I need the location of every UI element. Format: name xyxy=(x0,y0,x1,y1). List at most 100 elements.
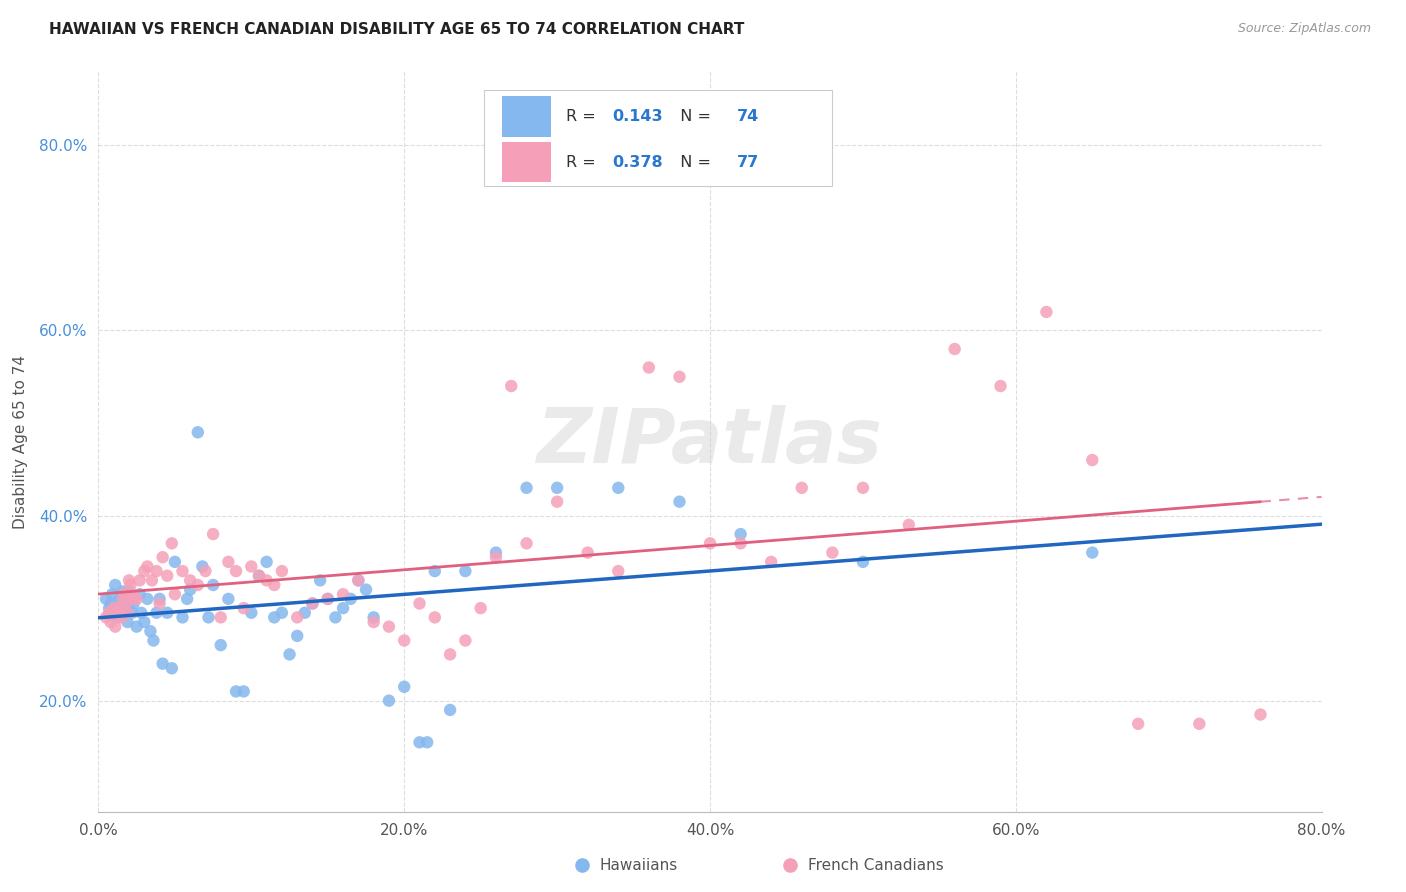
Point xyxy=(454,564,477,578)
Point xyxy=(730,527,752,541)
Point xyxy=(134,615,156,629)
Point xyxy=(217,591,239,606)
Point xyxy=(301,597,323,611)
Point xyxy=(117,606,139,620)
Text: 0.378: 0.378 xyxy=(612,154,662,169)
Text: R =: R = xyxy=(565,154,600,169)
Point xyxy=(94,591,117,606)
Point xyxy=(637,360,661,375)
Point xyxy=(232,684,254,698)
Point xyxy=(111,591,134,606)
Point xyxy=(152,657,174,671)
Point xyxy=(128,574,150,588)
Point xyxy=(136,591,159,606)
Point xyxy=(294,606,316,620)
Point xyxy=(104,619,127,633)
Point xyxy=(142,633,165,648)
Point xyxy=(270,564,292,578)
Point xyxy=(125,591,148,606)
Point xyxy=(122,591,145,606)
Point xyxy=(1081,546,1104,560)
Point xyxy=(139,624,162,639)
Point xyxy=(759,555,782,569)
Point xyxy=(730,536,752,550)
Point xyxy=(160,661,183,675)
Point xyxy=(439,648,461,662)
Point xyxy=(149,591,172,606)
Point xyxy=(156,606,179,620)
Point xyxy=(943,342,966,356)
Point xyxy=(392,680,416,694)
Point xyxy=(225,564,247,578)
Point xyxy=(256,555,278,569)
Point xyxy=(263,578,285,592)
Point xyxy=(363,615,385,629)
Text: HAWAIIAN VS FRENCH CANADIAN DISABILITY AGE 65 TO 74 CORRELATION CHART: HAWAIIAN VS FRENCH CANADIAN DISABILITY A… xyxy=(49,22,745,37)
Point xyxy=(501,379,523,393)
Point xyxy=(270,606,292,620)
Point xyxy=(187,425,209,440)
Point xyxy=(470,601,492,615)
Point xyxy=(378,694,401,708)
Point xyxy=(316,591,339,606)
Point xyxy=(247,568,270,582)
Point xyxy=(576,546,599,560)
Point xyxy=(145,564,167,578)
Point xyxy=(454,633,477,648)
Text: 74: 74 xyxy=(737,110,759,124)
Point xyxy=(1188,716,1211,731)
Point xyxy=(163,555,186,569)
Point xyxy=(117,615,139,629)
Point xyxy=(354,582,377,597)
Point xyxy=(546,494,568,508)
Point xyxy=(156,568,179,582)
Point xyxy=(408,735,430,749)
Point xyxy=(121,606,143,620)
Point xyxy=(134,564,156,578)
Point xyxy=(285,629,308,643)
Point xyxy=(516,536,538,550)
Point xyxy=(217,555,239,569)
Point xyxy=(339,591,361,606)
Point xyxy=(105,606,128,620)
Point xyxy=(1035,305,1057,319)
Point xyxy=(209,638,232,652)
Point xyxy=(105,610,128,624)
Point xyxy=(98,606,121,620)
Point xyxy=(121,587,143,601)
Point xyxy=(852,481,875,495)
Point xyxy=(115,599,138,614)
Point xyxy=(668,494,690,508)
Point xyxy=(285,610,308,624)
Point xyxy=(194,564,217,578)
Point xyxy=(179,574,201,588)
Point xyxy=(125,619,148,633)
Point xyxy=(129,606,152,620)
Point xyxy=(100,615,122,629)
Point xyxy=(163,587,186,601)
Point xyxy=(128,587,150,601)
Point xyxy=(423,610,446,624)
Point xyxy=(240,606,263,620)
Point xyxy=(1128,716,1150,731)
Point xyxy=(191,559,214,574)
Point xyxy=(172,564,194,578)
Text: Hawaiians: Hawaiians xyxy=(600,857,678,872)
Point xyxy=(301,597,323,611)
FancyBboxPatch shape xyxy=(502,96,551,137)
Point xyxy=(416,735,439,749)
Point xyxy=(104,578,127,592)
Point xyxy=(790,481,813,495)
Point xyxy=(202,578,225,592)
Text: ZIPatlas: ZIPatlas xyxy=(537,405,883,478)
Text: 77: 77 xyxy=(737,154,759,169)
Point xyxy=(160,536,183,550)
Point xyxy=(118,574,141,588)
Point xyxy=(122,597,145,611)
Point xyxy=(392,633,416,648)
Point xyxy=(108,601,131,615)
Point xyxy=(108,603,131,617)
Point xyxy=(176,591,198,606)
Point xyxy=(179,582,201,597)
Point xyxy=(115,597,138,611)
